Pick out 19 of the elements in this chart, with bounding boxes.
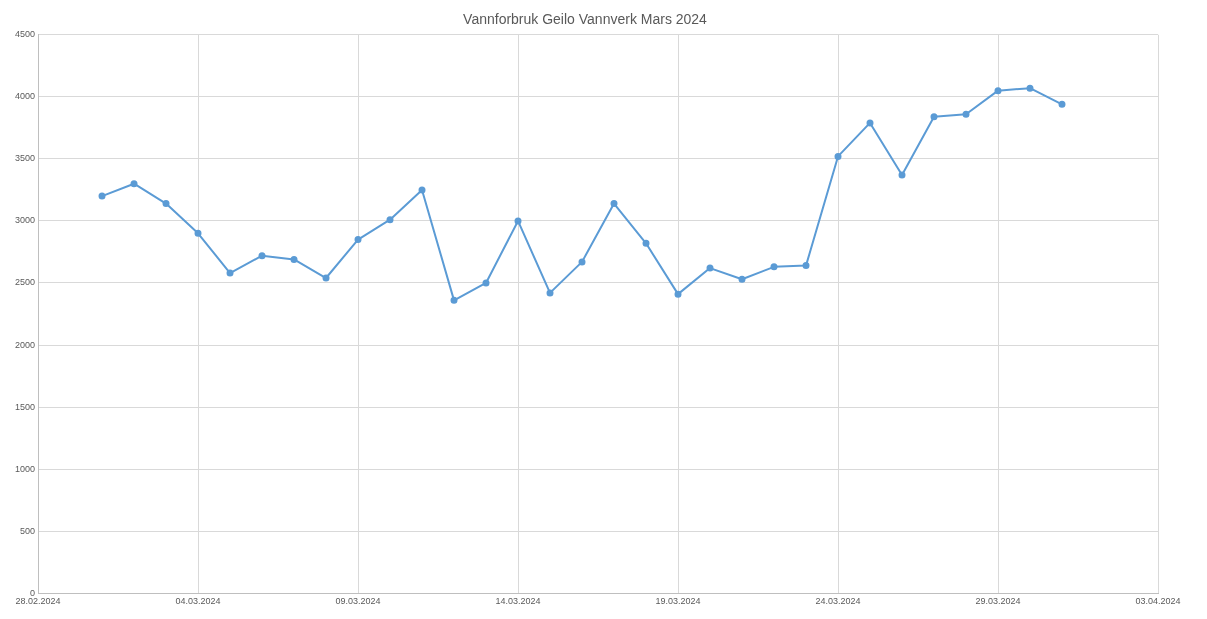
chart-title: Vannforbruk Geilo Vannverk Mars 2024 [463, 11, 708, 28]
x-tick-label: 14.03.2024 [495, 596, 541, 607]
y-tick-label: 3000 [14, 215, 36, 226]
x-tick-label: 03.04.2024 [1135, 596, 1181, 607]
y-tick-label: 500 [19, 525, 36, 536]
y-tick-label: 1500 [14, 401, 36, 412]
y-tick-label: 2000 [14, 339, 36, 350]
y-tick-label: 4500 [14, 29, 36, 40]
x-tick-label: 19.03.2024 [655, 596, 701, 607]
y-tick-label: 3500 [14, 153, 36, 164]
y-tick-label: 0 [30, 587, 36, 598]
y-tick-label: 1000 [14, 463, 36, 474]
x-tick-label: 28.02.2024 [15, 596, 61, 607]
x-tick-label: 09.03.2024 [335, 596, 381, 607]
y-tick-label: 4000 [14, 91, 36, 102]
x-tick-label: 29.03.2024 [975, 596, 1021, 607]
x-tick-label: 04.03.2024 [175, 596, 221, 607]
y-tick-label: 2500 [14, 277, 36, 288]
x-tick-label: 24.03.2024 [815, 596, 861, 607]
